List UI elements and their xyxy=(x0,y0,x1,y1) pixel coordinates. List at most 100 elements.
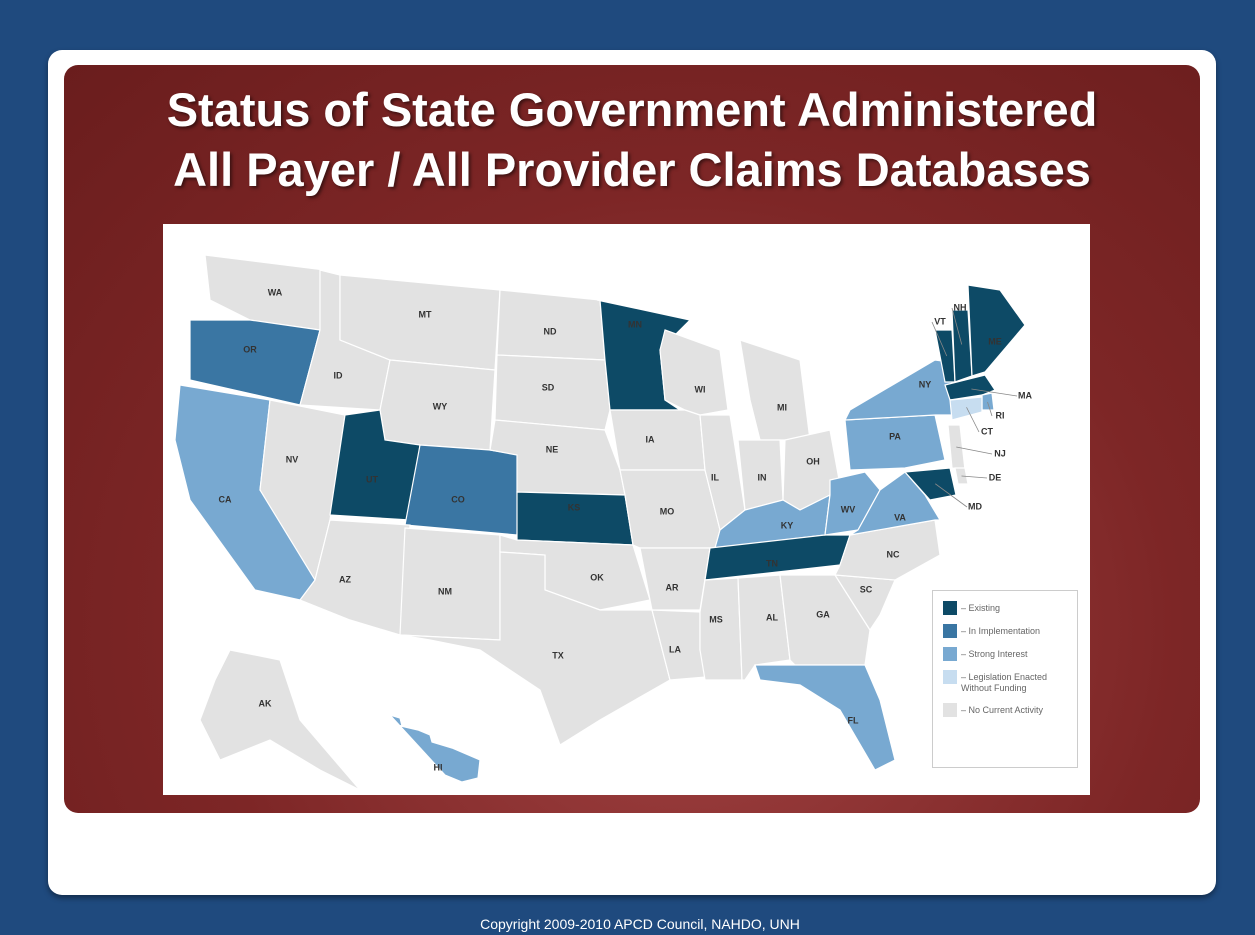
state-label: LA xyxy=(669,644,681,654)
state-label: ID xyxy=(334,370,344,380)
state-label: KY xyxy=(781,520,794,530)
state-label: CA xyxy=(219,494,232,504)
state xyxy=(516,491,634,546)
state-label: KS xyxy=(568,502,581,512)
legend-swatch xyxy=(943,703,957,717)
leader-line xyxy=(956,446,993,455)
legend-item: – No Current Activity xyxy=(943,703,1071,717)
state-label: WA xyxy=(268,287,283,297)
legend-item: – Strong Interest xyxy=(943,647,1071,661)
state-label: FL xyxy=(848,715,859,725)
state-label: CT xyxy=(981,426,993,436)
state xyxy=(849,471,942,536)
state-label: AL xyxy=(766,612,778,622)
leader-line xyxy=(931,321,948,357)
state-label: AZ xyxy=(339,574,351,584)
state xyxy=(404,444,521,536)
state xyxy=(609,409,706,471)
state-label: CO xyxy=(451,494,465,504)
state xyxy=(299,519,411,636)
state-label: RI xyxy=(996,410,1005,420)
state xyxy=(399,527,501,641)
state-label: NJ xyxy=(994,448,1006,458)
state-label: IL xyxy=(711,472,720,482)
state xyxy=(944,374,996,401)
state-label: PA xyxy=(889,431,901,441)
state-label: MD xyxy=(968,501,982,511)
state-label: NM xyxy=(438,586,452,596)
state xyxy=(981,392,995,411)
state-label: MI xyxy=(777,402,787,412)
leader-line xyxy=(971,388,1018,397)
state-label: NE xyxy=(546,444,559,454)
leader-line xyxy=(935,483,968,508)
legend-label: – Existing xyxy=(961,603,1001,613)
state-label: SC xyxy=(860,584,873,594)
legend-item: – Legislation Enacted Without Funding xyxy=(943,670,1071,694)
legend-label: – Legislation Enacted Without Funding xyxy=(961,672,1048,693)
state-label: NY xyxy=(919,379,932,389)
state-label: MS xyxy=(709,614,723,624)
state xyxy=(399,551,671,746)
state xyxy=(844,414,946,471)
state xyxy=(639,547,711,611)
state-label: VA xyxy=(894,512,906,522)
title-line: Status of State Government Administered xyxy=(166,83,1098,136)
state-label: WI xyxy=(695,384,706,394)
state-label: MA xyxy=(1018,390,1032,400)
state xyxy=(699,577,743,681)
state xyxy=(388,713,481,783)
state xyxy=(496,289,606,361)
legend-label: – No Current Activity xyxy=(961,705,1044,715)
state-label: ME xyxy=(988,336,1002,346)
state-label: OH xyxy=(806,456,820,466)
leader-line xyxy=(987,401,993,417)
legend-swatch xyxy=(943,601,957,615)
state-label: UT xyxy=(366,474,378,484)
slide-title: Status of State Government Administered … xyxy=(64,80,1200,200)
state-label: MT xyxy=(419,309,432,319)
states xyxy=(174,254,1026,791)
state xyxy=(754,664,896,771)
state xyxy=(967,284,1026,377)
legend-label: – Strong Interest xyxy=(961,649,1028,659)
legend-swatch xyxy=(943,670,957,684)
state-label: TN xyxy=(766,558,778,568)
state-label: IN xyxy=(758,472,767,482)
legend-item: – In Implementation xyxy=(943,624,1071,638)
state-label: NC xyxy=(887,549,900,559)
state xyxy=(949,396,983,421)
state-label: MN xyxy=(628,319,642,329)
state-label: ND xyxy=(544,326,557,336)
state-label: VT xyxy=(934,316,946,326)
state xyxy=(844,359,956,421)
state-label: GA xyxy=(816,609,830,619)
state xyxy=(903,467,957,501)
state xyxy=(659,329,729,416)
legend-label: – In Implementation xyxy=(961,626,1041,636)
state-label: HI xyxy=(434,762,443,772)
state-labels: WA OR CA NV ID MT WY UT CO AZ NM ND SD NE KS OK TX MN IA MO… xyxy=(219,287,1033,772)
state xyxy=(494,354,611,431)
legend-item: – Existing xyxy=(943,601,1071,615)
leader-line xyxy=(966,407,980,433)
state-label: WY xyxy=(433,401,448,411)
legend-swatch xyxy=(943,624,957,638)
state-label: OR xyxy=(243,344,257,354)
state-label: WV xyxy=(841,504,856,514)
state-label: OK xyxy=(590,572,604,582)
leader-line xyxy=(951,307,963,345)
legend-swatch xyxy=(943,647,957,661)
state-label: NV xyxy=(286,454,299,464)
state-label: SD xyxy=(542,382,555,392)
state-label: NH xyxy=(954,302,967,312)
leader-line xyxy=(961,475,988,479)
legend: – Existing – In Implementation – Strong In… xyxy=(932,590,1078,768)
state xyxy=(199,649,361,791)
copyright: Copyright 2009-2010 APCD Council, NAHDO,… xyxy=(480,916,800,932)
state-label: AK xyxy=(259,698,272,708)
state-label: TX xyxy=(552,650,564,660)
title-line: All Payer / All Provider Claims Database… xyxy=(173,143,1091,196)
state-label: DE xyxy=(989,472,1002,482)
